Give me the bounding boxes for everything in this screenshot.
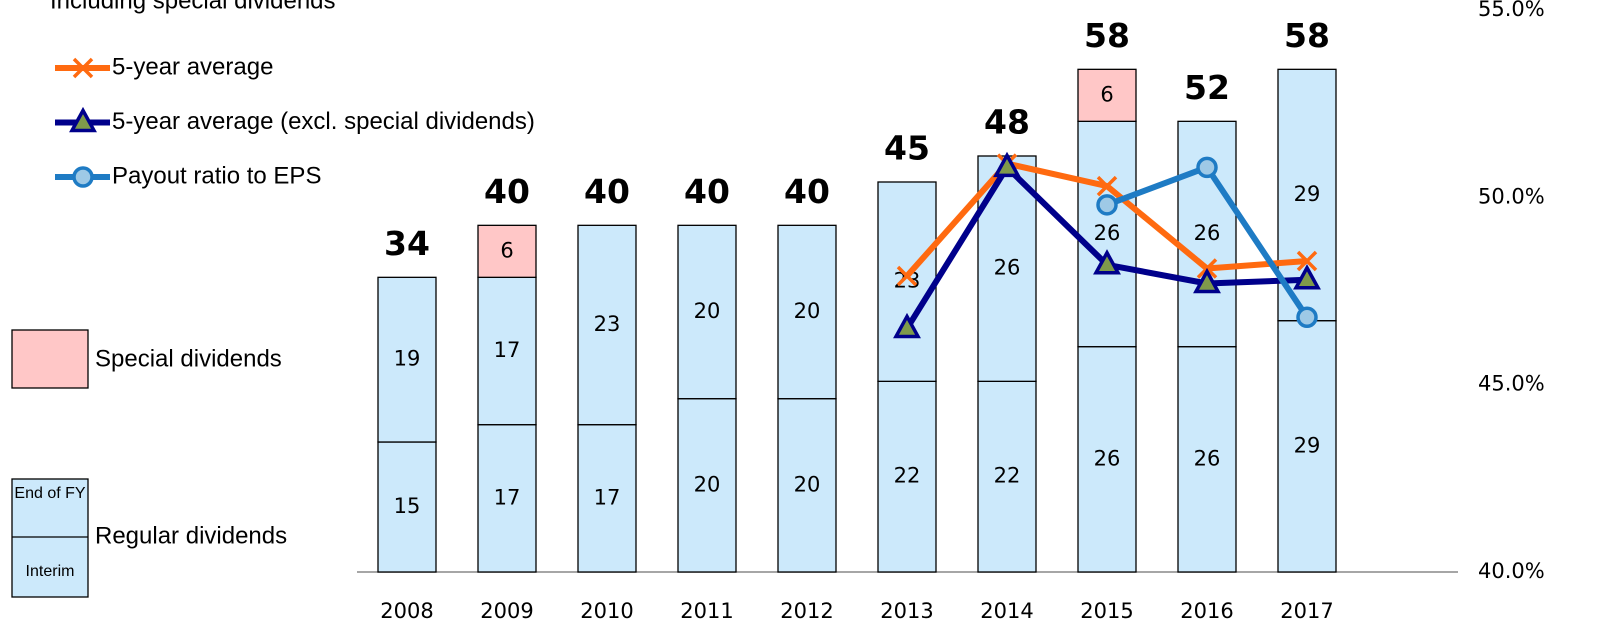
x-tick-label: 2014 — [980, 599, 1033, 623]
line-marker — [1193, 267, 1221, 294]
bar-value-label: 20 — [694, 299, 721, 323]
bar-value-label: 6 — [1100, 82, 1113, 106]
total-label: 34 — [384, 224, 430, 263]
line-marker — [1096, 175, 1118, 197]
bar-segment — [777, 224, 837, 400]
total-label: 40 — [584, 172, 630, 211]
line-marker — [72, 166, 94, 188]
legend-box-text: Interim — [25, 563, 75, 580]
bar-value-label: 26 — [1094, 446, 1121, 470]
y2-tick-label: 50.0% — [1478, 184, 1545, 208]
total-label: 45 — [884, 129, 930, 168]
bar-segment — [577, 424, 637, 573]
line-marker — [69, 106, 97, 133]
bar-value-label: 26 — [994, 256, 1021, 280]
bar-segment — [477, 276, 537, 426]
line-marker — [1196, 156, 1218, 179]
total-label: 58 — [1084, 16, 1130, 55]
line-marker — [893, 312, 921, 339]
legend-box-label: End of FY — [14, 485, 86, 502]
bar-value-label: 23 — [594, 312, 621, 336]
bar-value-label: 19 — [394, 347, 421, 371]
bar-segment — [877, 380, 937, 573]
x-tick-label: 2011 — [680, 599, 733, 623]
bar-value-label: 15 — [394, 494, 421, 518]
bar-segment — [377, 441, 437, 573]
marker-cross — [72, 57, 94, 79]
total-label: 40 — [784, 172, 830, 211]
chart-subtitle: Including special dividends — [50, 0, 336, 14]
legend-label: Payout ratio to EPS — [112, 162, 321, 189]
bar-value-label: 26 — [1194, 221, 1221, 245]
total-label: 48 — [984, 103, 1030, 142]
marker-cross — [1296, 250, 1318, 272]
bar-value-label: 29 — [1294, 182, 1321, 206]
legend-label: 5-year average (excl. special dividends) — [112, 108, 535, 135]
x-tick-label: 2017 — [1280, 599, 1333, 623]
legend-label: Special dividends — [95, 345, 282, 372]
total-label: 40 — [684, 172, 730, 211]
line-marker — [1096, 194, 1118, 216]
bar-value-label: 17 — [494, 485, 521, 509]
line-marker — [1093, 249, 1121, 275]
x-tick-label: 2013 — [880, 599, 933, 623]
legend-box-text: End of FY — [14, 485, 86, 502]
line-marker — [1296, 250, 1318, 272]
bar-segment — [1277, 320, 1337, 573]
bar-value-label: 20 — [794, 299, 821, 323]
line-marker — [1293, 264, 1321, 290]
x-tick-label: 2012 — [780, 599, 833, 623]
bar-segment — [777, 398, 837, 573]
bar-value-label: 26 — [1094, 221, 1121, 245]
bar-value-label: 26 — [1194, 446, 1221, 470]
legend-box-label: Interim — [25, 563, 75, 580]
line-marker — [896, 265, 918, 287]
marker-cross — [1096, 175, 1118, 197]
bar-segment — [677, 398, 737, 573]
bar-segment — [677, 224, 737, 400]
y2-tick-label: 55.0% — [1478, 0, 1545, 21]
bar-segment — [1077, 68, 1137, 122]
bar-segment — [877, 181, 937, 382]
bar-segment — [1177, 346, 1237, 573]
bar-value-label: 6 — [500, 238, 513, 262]
bar-value-label: 20 — [794, 472, 821, 496]
bar-value-label: 22 — [894, 464, 921, 488]
y2-tick-label: 40.0% — [1478, 559, 1545, 583]
x-tick-label: 2008 — [380, 599, 433, 623]
bar-segment — [1077, 346, 1137, 573]
line-marker — [1296, 306, 1318, 328]
line-marker — [993, 151, 1021, 178]
bar-value-label: 17 — [494, 338, 521, 362]
total-label: 52 — [1184, 68, 1230, 107]
bar-segment — [1077, 120, 1137, 348]
x-tick-label: 2010 — [580, 599, 633, 623]
legend-swatch — [11, 478, 89, 598]
line-marker — [72, 57, 94, 79]
x-tick-label: 2016 — [1180, 599, 1233, 623]
legend-swatch — [11, 329, 89, 389]
bar-segment — [477, 224, 537, 278]
bar-value-label: 17 — [594, 485, 621, 509]
marker-cross — [896, 265, 918, 287]
bar-segment — [377, 276, 437, 443]
x-tick-label: 2015 — [1080, 599, 1133, 623]
total-label: 40 — [484, 172, 530, 211]
bar-value-label: 20 — [694, 472, 721, 496]
total-label: 58 — [1284, 16, 1330, 55]
legend-label: 5-year average — [112, 53, 273, 80]
legend-label: Regular dividends — [95, 522, 287, 549]
bar-segment — [577, 224, 637, 426]
y2-tick-label: 45.0% — [1478, 372, 1545, 396]
x-tick-label: 2009 — [480, 599, 533, 623]
bar-value-label: 22 — [994, 464, 1021, 488]
bar-value-label: 29 — [1294, 433, 1321, 457]
